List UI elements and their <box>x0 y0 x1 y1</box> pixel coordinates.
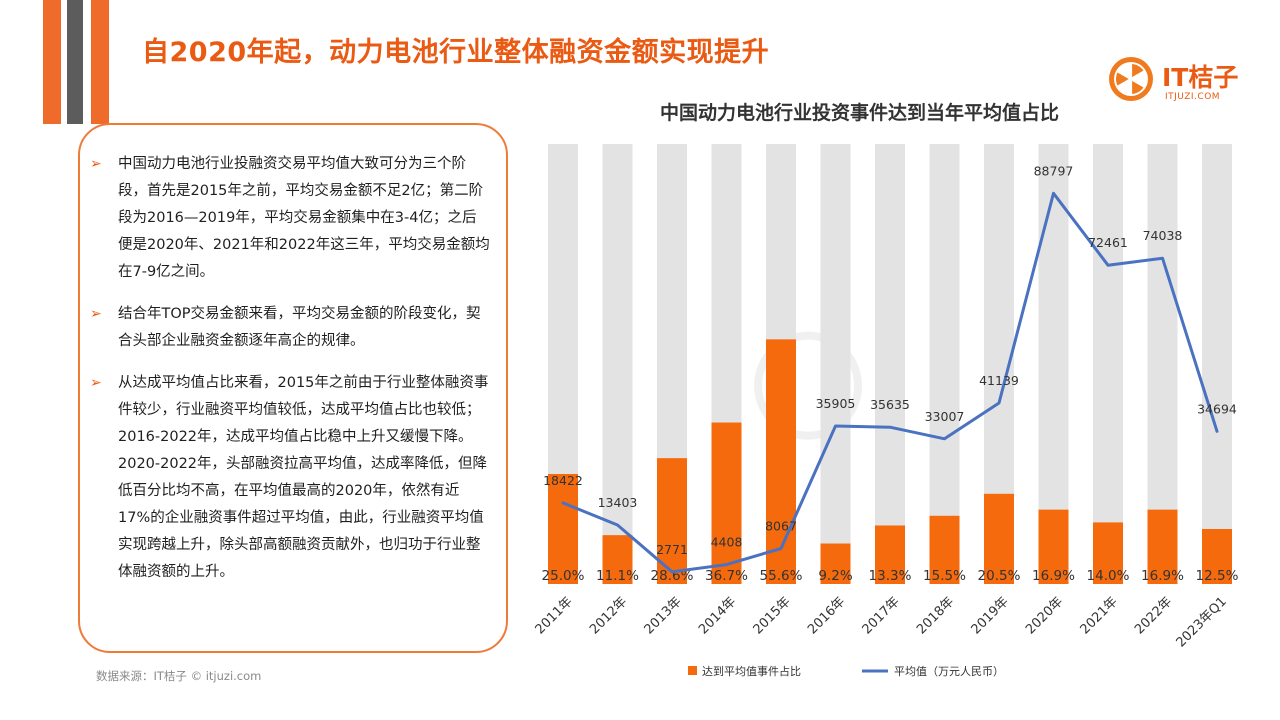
bar-background <box>875 144 905 584</box>
x-tick-label: 2011年 <box>533 594 576 637</box>
bar-value-label: 25.0% <box>542 568 585 584</box>
x-tick-label: 2018年 <box>914 594 957 637</box>
line-value-label: 41139 <box>979 373 1019 388</box>
bullet-text: 结合年TOP交易金额来看，平均交易金额的阶段变化，契合头部企业融资金额逐年高企的… <box>118 306 481 349</box>
x-tick-label: 2022年 <box>1132 594 1175 637</box>
arrow-bullet-icon: ➢ <box>90 156 102 172</box>
decor-bar-1 <box>43 0 61 124</box>
watermark-logo-icon <box>754 331 863 440</box>
bar <box>548 474 578 584</box>
x-tick-label: 2023年Q1 <box>1174 594 1230 650</box>
line-value-label: 2771 <box>656 542 688 557</box>
x-tick-label: 2015年 <box>751 594 794 637</box>
line-value-label: 8067 <box>765 519 797 534</box>
x-tick-label: 2017年 <box>860 594 903 637</box>
legend-bar-swatch <box>688 666 697 675</box>
bullet-text: 中国动力电池行业投融资交易平均值大致可分为三个阶段，首先是2015年之前，平均交… <box>118 156 490 280</box>
bar-value-label: 36.7% <box>705 568 748 584</box>
bar-background <box>820 144 851 584</box>
bar-value-label: 28.6% <box>651 568 694 584</box>
bar <box>711 422 742 584</box>
bar <box>602 535 633 584</box>
bar-background <box>929 144 960 584</box>
line-value-label: 35635 <box>870 397 910 412</box>
x-tick-label: 2020年 <box>1023 594 1066 637</box>
page-title: 自2020年起，动力电池行业整体融资金额实现提升 <box>142 37 770 68</box>
decor-bar-3 <box>91 0 109 124</box>
bar <box>929 515 960 584</box>
line-value-label: 34694 <box>1197 401 1237 416</box>
bar <box>1147 509 1178 584</box>
line-value-label: 72461 <box>1088 235 1128 250</box>
x-tick-label: 2012年 <box>587 594 630 637</box>
bullet-item: ➢ 从达成平均值占比来看，2015年之前由于行业整体融资事件较少，行业融资平均值… <box>90 370 490 586</box>
bar-value-label: 9.2% <box>818 568 852 584</box>
bar-value-label: 55.6% <box>760 568 803 584</box>
bar-background <box>1202 144 1232 584</box>
bar <box>1093 522 1123 584</box>
legend-bar-label: 达到平均值事件占比 <box>702 664 801 678</box>
bar <box>820 543 851 584</box>
legend-line-label: 平均值（万元人民币） <box>894 665 1004 678</box>
bullet-item: ➢ 中国动力电池行业投融资交易平均值大致可分为三个阶段，首先是2015年之前，平… <box>90 151 490 286</box>
bar-background <box>1093 144 1123 584</box>
bar-value-label: 20.5% <box>978 568 1021 584</box>
bar-value-label: 16.9% <box>1141 568 1184 584</box>
bar <box>1202 529 1232 584</box>
x-tick-label: 2021年 <box>1078 594 1121 637</box>
chart: 25.0% 2011年 11.1% 2012年 28.6% 2013年 36.7% 2014年… <box>533 144 1239 678</box>
logo-subtext: ITJUZI.COM <box>1165 92 1221 102</box>
bar <box>657 458 687 584</box>
line-value-label: 74038 <box>1143 228 1183 243</box>
bullet-text: 从达成平均值占比来看，2015年之前由于行业整体融资事件较少，行业融资平均值较低… <box>118 375 489 580</box>
logo: IT桔子 ITJUZI.COM <box>1107 54 1257 104</box>
arrow-bullet-icon: ➢ <box>90 306 102 322</box>
bullet-item: ➢ 结合年TOP交易金额来看，平均交易金额的阶段变化，契合头部企业融资金额逐年高… <box>90 301 490 355</box>
line-value-label: 4408 <box>711 535 743 550</box>
bar-background <box>602 144 633 584</box>
bar-value-label: 13.3% <box>869 568 912 584</box>
bar-value-label: 11.1% <box>596 568 639 584</box>
line-value-label: 35905 <box>816 396 856 411</box>
bar-value-label: 14.0% <box>1087 568 1130 584</box>
arrow-bullet-icon: ➢ <box>90 375 102 391</box>
bar-value-label: 15.5% <box>923 568 966 584</box>
text-panel: ➢ 中国动力电池行业投融资交易平均值大致可分为三个阶段，首先是2015年之前，平… <box>78 123 508 653</box>
x-tick-label: 2014年 <box>696 594 739 637</box>
line-value-label: 13403 <box>598 495 638 510</box>
bar-value-label: 12.5% <box>1196 568 1239 584</box>
bar <box>1038 509 1069 584</box>
decor-bar-2 <box>67 0 83 124</box>
bar <box>766 339 796 584</box>
logo-text: IT桔子 <box>1162 63 1239 92</box>
bar <box>984 493 1014 584</box>
x-tick-label: 2019年 <box>969 594 1012 637</box>
line-value-label: 88797 <box>1034 163 1074 178</box>
bar-value-label: 16.9% <box>1032 568 1075 584</box>
x-tick-label: 2013年 <box>642 594 685 637</box>
bar <box>875 525 905 584</box>
average-line <box>561 191 1219 574</box>
data-source: 数据来源：IT桔子 © itjuzi.com <box>96 669 262 683</box>
orange-slice-icon <box>1109 57 1153 101</box>
line-value-label: 18422 <box>543 473 583 488</box>
line-value-label: 33007 <box>925 409 965 424</box>
chart-title: 中国动力电池行业投资事件达到当年平均值占比 <box>660 102 1060 124</box>
watermark <box>754 331 863 440</box>
x-tick-label: 2016年 <box>805 594 848 637</box>
